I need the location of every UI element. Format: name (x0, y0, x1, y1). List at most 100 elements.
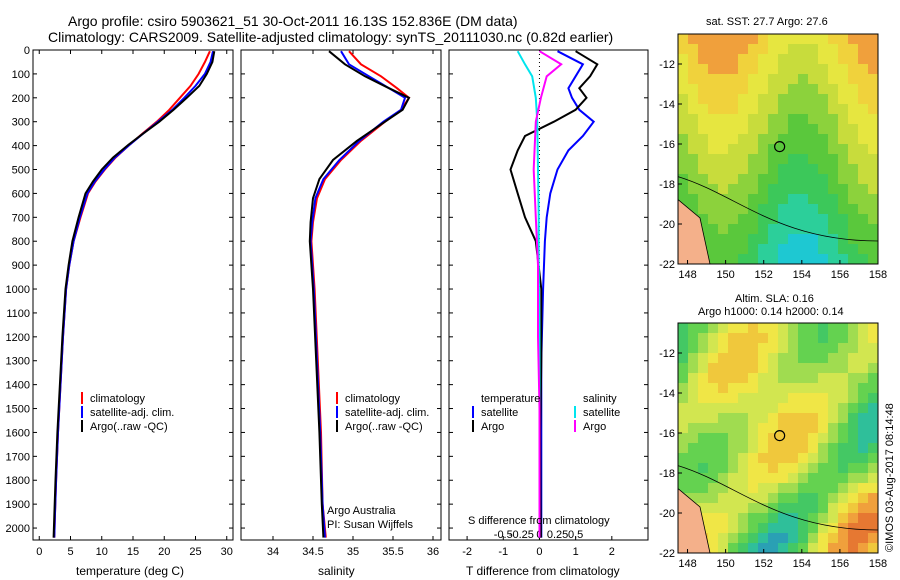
map-cell (718, 503, 729, 514)
map-cell (748, 244, 759, 255)
map-cell (738, 423, 749, 434)
map-cell (798, 244, 809, 255)
map-cell (758, 353, 769, 364)
map-cell (858, 104, 869, 115)
map-cell (718, 383, 729, 394)
map-cell (808, 473, 819, 484)
map-cell (858, 453, 869, 464)
map-cell (818, 214, 829, 225)
y-tick-label: 1400 (6, 380, 30, 392)
map-cell (708, 74, 719, 85)
map-cell (868, 423, 879, 434)
map-cell (708, 443, 719, 454)
map-cell (868, 154, 879, 165)
map-cell (688, 84, 699, 95)
map-cell (678, 323, 689, 334)
map-cell (788, 433, 799, 444)
map-cell (738, 194, 749, 205)
map-cell (868, 373, 879, 384)
map-cell (698, 393, 709, 404)
map-cell (718, 244, 729, 255)
map-cell (828, 64, 839, 75)
map-cell (768, 34, 779, 45)
map-cell (738, 533, 749, 544)
map-cell (768, 74, 779, 85)
map-cell (808, 353, 819, 364)
x-tick-label: 15 (127, 546, 139, 558)
map-cell (788, 204, 799, 215)
map-cell (798, 483, 809, 494)
map-cell (718, 194, 729, 205)
map-cell (748, 34, 759, 45)
map-cell (758, 184, 769, 195)
map-cell (718, 94, 729, 105)
map-cell (708, 34, 719, 45)
map-cell (718, 403, 729, 414)
map-cell (798, 254, 809, 265)
x-tick-label: 34.5 (302, 546, 323, 558)
map-cell (818, 84, 829, 95)
map-cell (868, 74, 879, 85)
map-cell (768, 353, 779, 364)
map-cell (798, 423, 809, 434)
map-cell (858, 543, 869, 554)
map-cell (808, 84, 819, 95)
map-cell (838, 503, 849, 514)
map-cell (738, 154, 749, 165)
map-cell (868, 413, 879, 424)
map-cell (728, 94, 739, 105)
series-line-argo---raw--qc- (308, 50, 411, 538)
map-cell (758, 453, 769, 464)
map-cell (798, 533, 809, 544)
map-cell (718, 533, 729, 544)
map-cell (728, 403, 739, 414)
map-cell (788, 234, 799, 245)
map-cell (748, 493, 759, 504)
map-cell (808, 483, 819, 494)
map-cell (728, 453, 739, 464)
map-cell (698, 373, 709, 384)
map-cell (808, 393, 819, 404)
map-cell (838, 204, 849, 215)
map-cell (858, 124, 869, 135)
map-cell (798, 343, 809, 354)
map-cell (688, 453, 699, 464)
map-cell (768, 194, 779, 205)
map-cell (838, 164, 849, 175)
x-tick-label: 150 (716, 558, 734, 570)
map-cell (758, 54, 769, 65)
map-cell (768, 343, 779, 354)
map-cell (748, 533, 759, 544)
map-cell (828, 144, 839, 155)
map-cell (848, 373, 859, 384)
map-cell (778, 343, 789, 354)
map-cell (868, 343, 879, 354)
difference-xlabel: T difference from climatology (466, 564, 620, 578)
legend-argo: Argo(..raw -QC) (90, 421, 168, 433)
map-cell (718, 493, 729, 504)
map-cell (818, 473, 829, 484)
map-cell (868, 134, 879, 145)
map-cell (788, 383, 799, 394)
map-cell (798, 503, 809, 514)
map-cell (678, 473, 689, 484)
map-cell (828, 523, 839, 534)
map-cell (788, 54, 799, 65)
map-cell (748, 114, 759, 125)
map-cell (688, 134, 699, 145)
credit-group: Argo Australia (327, 505, 396, 517)
map-cell (768, 463, 779, 474)
x-tick-label: 30 (221, 546, 233, 558)
map-cell (818, 44, 829, 55)
map-cell (698, 94, 709, 105)
map-cell (698, 453, 709, 464)
map-cell (688, 34, 699, 45)
map-cell (838, 144, 849, 155)
map-cell (778, 463, 789, 474)
map-cell (738, 513, 749, 524)
map-cell (688, 154, 699, 165)
map-cell (748, 423, 759, 434)
map-cell (798, 104, 809, 115)
map-cell (768, 323, 779, 334)
